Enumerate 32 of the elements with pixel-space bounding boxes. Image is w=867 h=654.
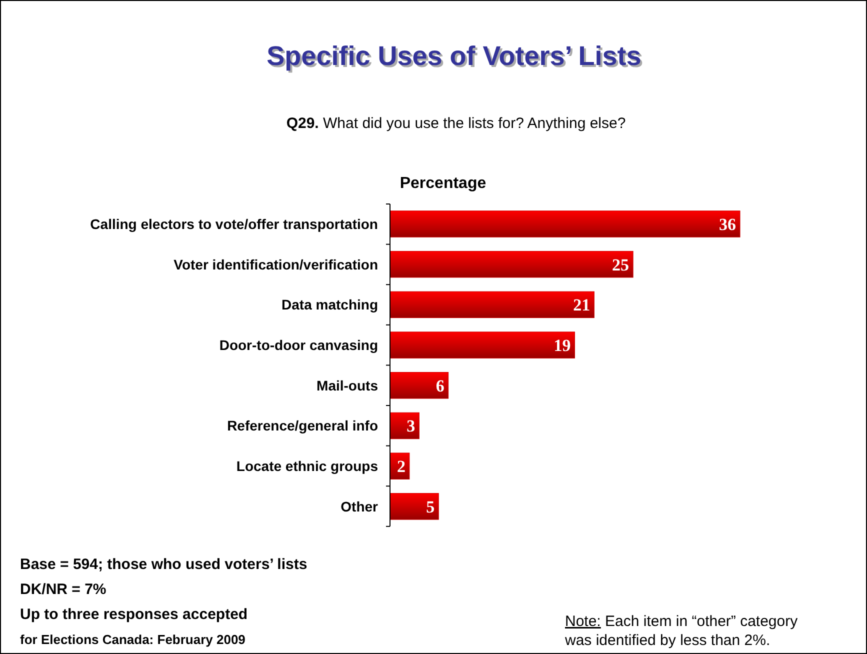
y-tick-label: Mail-outs [316,377,378,394]
y-tick-label: Data matching [282,296,378,313]
y-tick-label: Locate ethnic groups [236,458,378,474]
data-label: 36 [719,214,736,234]
y-tick-label: Door-to-door canvasing [219,337,378,354]
data-label: 2 [396,457,406,476]
chart-title: Specific Uses of Voters’ Lists [268,43,644,73]
bar [390,412,420,440]
y-tick-label: Other [340,498,379,514]
data-label: 21 [573,296,590,315]
y-tick-label: Calling electors to vote/offer transportation [90,216,378,232]
bar [390,452,410,480]
text: for Elections Canada: February 2009 [20,632,246,647]
bar [390,372,449,399]
text: Base = 594; those who used voters’ lists [20,556,308,573]
data-label: 19 [554,336,571,356]
bar [390,210,740,238]
y-tick-label: Reference/general info [227,418,378,434]
data-label: 6 [436,376,444,396]
y-tick-label: Voter identification/verification [174,256,378,272]
text: DK/NR = 7% [20,581,106,598]
data-label: 5 [426,497,435,516]
bar [390,493,439,520]
data-label: 25 [612,255,630,274]
x-axis-title: Percentage [400,175,486,192]
chart-subtitle: Q29. What did you use the lists for? Anything else? [286,115,626,132]
bar [390,250,634,278]
data-label: 3 [406,416,416,436]
bar [390,332,575,358]
text: Up to three responses accepted [20,606,248,623]
bar [390,291,594,318]
text: Note: Each item in “other” category was identified by less than 2%. [564,613,798,649]
